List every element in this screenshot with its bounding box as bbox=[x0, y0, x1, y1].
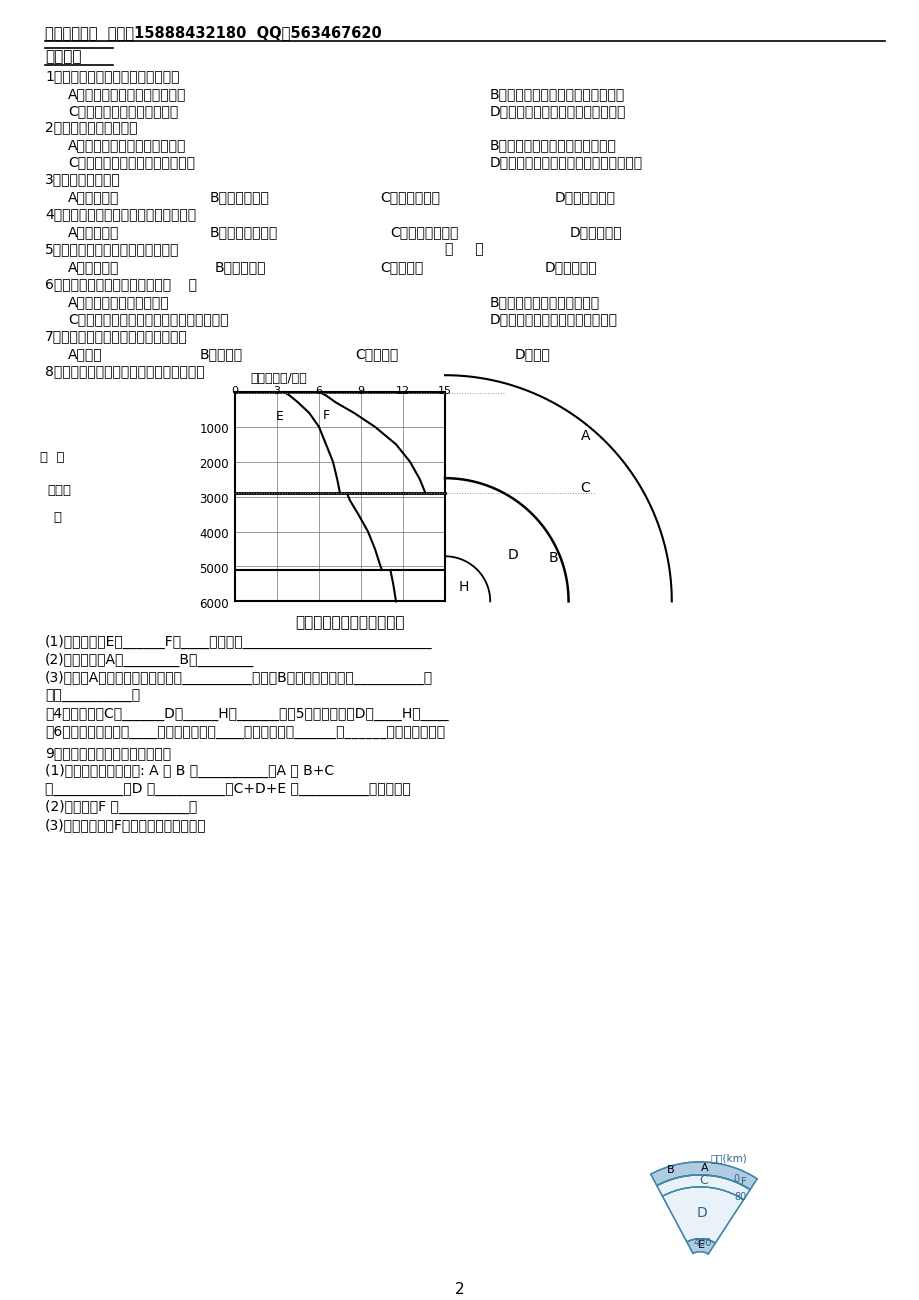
Text: A: A bbox=[580, 429, 590, 443]
Text: D．四川盆地: D．四川盆地 bbox=[544, 260, 597, 274]
Text: C: C bbox=[580, 481, 590, 495]
Text: （     ）: （ ） bbox=[445, 242, 483, 256]
Text: D．上下颠簸: D．上下颠簸 bbox=[570, 225, 622, 239]
Text: B．由莫霍界面以上的地壳部分构成: B．由莫霍界面以上的地壳部分构成 bbox=[490, 87, 625, 101]
Text: ）: ） bbox=[53, 511, 61, 524]
Text: A．地震发生时的地面变化: A．地震发生时的地面变化 bbox=[68, 295, 169, 309]
Text: B．通过打深井而获得的信息: B．通过打深井而获得的信息 bbox=[490, 295, 599, 309]
Text: 12: 12 bbox=[395, 386, 410, 396]
Text: 6000: 6000 bbox=[199, 598, 229, 611]
Text: D: D bbox=[507, 547, 517, 562]
Text: 5、下列地区中，地壳厚度最大的是: 5、下列地区中，地壳厚度最大的是 bbox=[45, 242, 179, 256]
Text: 地震波波速与地球内部构造: 地震波波速与地球内部构造 bbox=[295, 615, 404, 630]
Text: D．地表以上到大气圈顶部温度逐渐上升: D．地表以上到大气圈顶部温度逐渐上升 bbox=[490, 156, 642, 169]
Text: E: E bbox=[697, 1240, 704, 1251]
Text: 1000: 1000 bbox=[199, 424, 229, 437]
Text: (1)地球内部圈层的名称: A 和 B 是__________，A 和 B+C: (1)地球内部圈层的名称: A 和 B 是__________，A 和 B+C bbox=[45, 764, 334, 779]
Text: 速度（千米/秒）: 速度（千米/秒） bbox=[250, 372, 306, 385]
Text: 9、读地球内部的结构图，回答。: 9、读地球内部的结构图，回答。 bbox=[45, 746, 171, 760]
Text: 4、地震发生时，在水中潜泳的人会感到: 4、地震发生时，在水中潜泳的人会感到 bbox=[45, 208, 196, 221]
Text: (2)不连续面F 是__________。: (2)不连续面F 是__________。 bbox=[45, 800, 197, 814]
Text: C．由地震波的速度变化而形成的不连续面: C．由地震波的速度变化而形成的不连续面 bbox=[68, 312, 228, 326]
Text: 纵波__________。: 纵波__________。 bbox=[45, 689, 140, 703]
Text: 巩固训练: 巩固训练 bbox=[45, 49, 82, 64]
Text: C．地表以下到地核温度逐渐下降: C．地表以下到地核温度逐渐下降 bbox=[68, 156, 195, 169]
Text: 400: 400 bbox=[693, 1238, 711, 1248]
Polygon shape bbox=[650, 1162, 756, 1190]
Text: 9: 9 bbox=[357, 386, 364, 396]
Text: 2: 2 bbox=[455, 1282, 464, 1296]
Text: （千米: （千米 bbox=[47, 484, 71, 497]
Text: A．由地壳中的坚硬的岩石组成: A．由地壳中的坚硬的岩石组成 bbox=[68, 87, 187, 101]
Text: 0: 0 bbox=[732, 1174, 738, 1184]
Text: （4）图中圈层C是______D是_____H是______；（5）物质状态：D层____H层____: （4）图中圈层C是______D是_____H是______；（5）物质状态：D… bbox=[45, 707, 448, 722]
Text: D．下地幔上界: D．下地幔上界 bbox=[554, 191, 616, 204]
Text: 6: 6 bbox=[315, 386, 323, 396]
Polygon shape bbox=[656, 1175, 749, 1190]
Text: A．左右摇晃: A．左右摇晃 bbox=[68, 225, 119, 239]
Text: A．地幔: A．地幔 bbox=[68, 347, 103, 361]
Text: 3: 3 bbox=[273, 386, 280, 396]
Text: C．由地壳和上地幔上部构成: C．由地壳和上地幔上部构成 bbox=[68, 104, 178, 118]
Text: 2、下列说法正确的是：: 2、下列说法正确的是： bbox=[45, 121, 137, 135]
Text: 80: 80 bbox=[734, 1192, 746, 1201]
Text: F: F bbox=[741, 1176, 746, 1187]
Text: B: B bbox=[549, 551, 558, 566]
Text: E: E bbox=[276, 411, 283, 424]
Text: 0: 0 bbox=[232, 386, 238, 396]
Text: H: H bbox=[459, 580, 469, 594]
Text: (1)图中地震波E是______F是____判断理由___________________________: (1)图中地震波E是______F是____判断理由______________… bbox=[45, 636, 432, 650]
Text: B．上地球: B．上地球 bbox=[199, 347, 243, 361]
Text: C．软流层: C．软流层 bbox=[355, 347, 398, 361]
Text: 深度(km): 深度(km) bbox=[709, 1153, 746, 1162]
Text: A．莫霍界面: A．莫霍界面 bbox=[68, 191, 119, 204]
Text: C．先颠簸后摇晃: C．先颠簸后摇晃 bbox=[390, 225, 458, 239]
Text: D: D bbox=[697, 1206, 707, 1219]
Text: 2000: 2000 bbox=[199, 459, 229, 472]
Text: B．东北平原: B．东北平原 bbox=[215, 260, 267, 274]
Text: (3)地震波在经过F时速度发生什么变化？: (3)地震波在经过F时速度发生什么变化？ bbox=[45, 818, 207, 832]
Text: B．古登堡界面: B．古登堡界面 bbox=[210, 191, 269, 204]
Text: B．先摇晃后颠簸: B．先摇晃后颠簸 bbox=[210, 225, 278, 239]
Text: 5000: 5000 bbox=[199, 563, 229, 576]
Text: C．软流层上界: C．软流层上界 bbox=[380, 191, 439, 204]
Text: D．地核: D．地核 bbox=[515, 347, 550, 361]
Text: A．青藏高原: A．青藏高原 bbox=[68, 260, 119, 274]
Text: （6）岩浆主要发源于____层，岩石圈是指____层以上（或由______和______组成）的圈层。: （6）岩浆主要发源于____层，岩石圈是指____层以上（或由______和__… bbox=[45, 725, 445, 740]
Text: B．内部圈层有地壳、地幔和地核: B．内部圈层有地壳、地幔和地核 bbox=[490, 139, 617, 152]
Text: 深  度: 深 度 bbox=[40, 451, 64, 464]
Text: (3)在界面A上地震波波速变化情况__________在界面B上波速变化：横波__________、: (3)在界面A上地震波波速变化情况__________在界面B上波速变化：横波_… bbox=[45, 671, 433, 685]
Text: 15: 15 bbox=[437, 386, 451, 396]
Polygon shape bbox=[656, 1175, 749, 1200]
Text: 8、读地震波速与地球内部构造图，回答：: 8、读地震波速与地球内部构造图，回答： bbox=[45, 364, 204, 378]
Polygon shape bbox=[662, 1187, 743, 1243]
Text: C．太平洋: C．太平洋 bbox=[380, 260, 423, 274]
Text: 1、关于岩石圈的说法，正确的是：: 1、关于岩石圈的说法，正确的是： bbox=[45, 69, 179, 83]
Text: A．外部圈层只有水圈和大气圈: A．外部圈层只有水圈和大气圈 bbox=[68, 139, 187, 152]
Text: 编写：李学峰  电话：15888432180  QQ：563467620: 编写：李学峰 电话：15888432180 QQ：563467620 bbox=[45, 25, 381, 40]
Text: 4000: 4000 bbox=[199, 528, 229, 541]
Text: 是__________，D 是__________，C+D+E 是__________的一部分。: 是__________，D 是__________，C+D+E 是_______… bbox=[45, 781, 410, 796]
Text: B: B bbox=[666, 1165, 674, 1175]
Text: D．由地壳和上地幔顶部的岩石组成: D．由地壳和上地幔顶部的岩石组成 bbox=[490, 104, 626, 118]
Text: D．通过卫星遥感技术获得的信息: D．通过卫星遥感技术获得的信息 bbox=[490, 312, 618, 326]
Text: 3、岩石圈的下界在: 3、岩石圈的下界在 bbox=[45, 173, 120, 186]
Text: A: A bbox=[699, 1164, 708, 1174]
Text: 3000: 3000 bbox=[199, 493, 229, 506]
Polygon shape bbox=[686, 1239, 714, 1254]
Text: F: F bbox=[322, 408, 329, 421]
Text: 7、目前认为岩浆的主要发源地之一是: 7、目前认为岩浆的主要发源地之一是 bbox=[45, 329, 187, 343]
Text: 6、地球内部圈层的划分依据是（    ）: 6、地球内部圈层的划分依据是（ ） bbox=[45, 277, 197, 291]
Text: C: C bbox=[698, 1174, 708, 1187]
Text: (2)图中分界面A是________B是________: (2)图中分界面A是________B是________ bbox=[45, 654, 254, 667]
